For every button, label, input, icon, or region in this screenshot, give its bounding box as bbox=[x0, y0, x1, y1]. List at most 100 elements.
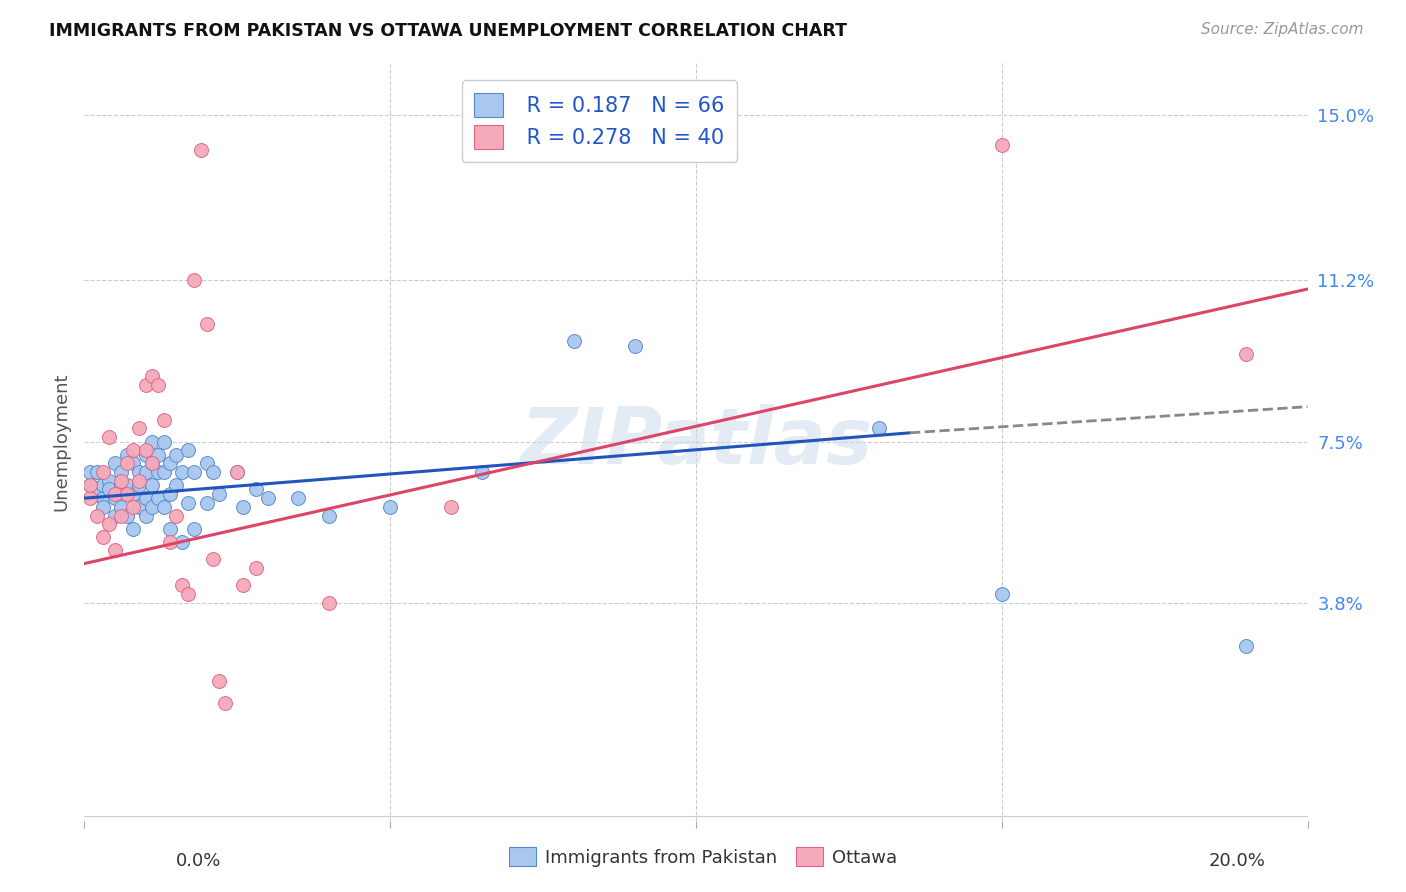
Point bbox=[128, 500, 150, 514]
Legend:  R = 0.187   N = 66,  R = 0.278   N = 40: R = 0.187 N = 66, R = 0.278 N = 40 bbox=[461, 80, 737, 161]
Point bbox=[177, 587, 200, 601]
Point bbox=[190, 143, 212, 157]
Point bbox=[232, 578, 254, 592]
Point bbox=[135, 491, 157, 506]
Point bbox=[183, 273, 205, 287]
Point bbox=[183, 522, 205, 536]
Point bbox=[122, 500, 145, 514]
Point bbox=[153, 465, 176, 479]
Point bbox=[153, 434, 176, 449]
Point bbox=[195, 317, 218, 331]
Point bbox=[135, 448, 157, 462]
Point bbox=[226, 465, 249, 479]
Point bbox=[172, 578, 194, 592]
Point bbox=[104, 508, 127, 523]
Point bbox=[141, 369, 163, 384]
Point bbox=[104, 543, 127, 558]
Point bbox=[79, 491, 101, 506]
Point bbox=[141, 456, 163, 470]
Point bbox=[440, 500, 463, 514]
Point bbox=[159, 522, 181, 536]
Point bbox=[79, 478, 101, 492]
Point bbox=[104, 491, 127, 506]
Point bbox=[201, 465, 224, 479]
Point bbox=[257, 491, 280, 506]
Point bbox=[159, 487, 181, 501]
Point bbox=[79, 478, 101, 492]
Point bbox=[245, 561, 267, 575]
Point bbox=[380, 500, 402, 514]
Point bbox=[1236, 347, 1258, 361]
Point bbox=[471, 465, 494, 479]
Point bbox=[208, 674, 231, 689]
Point bbox=[165, 478, 187, 492]
Legend: Immigrants from Pakistan, Ottawa: Immigrants from Pakistan, Ottawa bbox=[502, 840, 904, 874]
Point bbox=[135, 508, 157, 523]
Point bbox=[172, 534, 194, 549]
Point bbox=[115, 487, 138, 501]
Point bbox=[165, 508, 187, 523]
Point bbox=[86, 465, 108, 479]
Point bbox=[141, 500, 163, 514]
Text: Source: ZipAtlas.com: Source: ZipAtlas.com bbox=[1201, 22, 1364, 37]
Point bbox=[128, 465, 150, 479]
Text: 0.0%: 0.0% bbox=[176, 852, 221, 870]
Point bbox=[104, 456, 127, 470]
Point bbox=[165, 448, 187, 462]
Point bbox=[97, 430, 120, 444]
Point bbox=[91, 478, 114, 492]
Text: ZIPatlas: ZIPatlas bbox=[520, 403, 872, 480]
Point bbox=[159, 456, 181, 470]
Point bbox=[110, 478, 132, 492]
Point bbox=[135, 465, 157, 479]
Point bbox=[245, 483, 267, 497]
Point bbox=[146, 377, 169, 392]
Point bbox=[146, 465, 169, 479]
Point bbox=[86, 508, 108, 523]
Point bbox=[122, 443, 145, 458]
Point bbox=[115, 448, 138, 462]
Point bbox=[122, 456, 145, 470]
Point bbox=[110, 500, 132, 514]
Point bbox=[141, 478, 163, 492]
Point bbox=[159, 534, 181, 549]
Text: 20.0%: 20.0% bbox=[1209, 852, 1265, 870]
Point bbox=[128, 421, 150, 435]
Point bbox=[122, 522, 145, 536]
Point bbox=[195, 495, 218, 509]
Point bbox=[991, 587, 1014, 601]
Point bbox=[195, 456, 218, 470]
Point bbox=[318, 596, 340, 610]
Point bbox=[214, 696, 236, 710]
Point bbox=[110, 508, 132, 523]
Point bbox=[91, 500, 114, 514]
Point bbox=[110, 474, 132, 488]
Point bbox=[146, 448, 169, 462]
Point bbox=[97, 474, 120, 488]
Point bbox=[135, 443, 157, 458]
Point bbox=[128, 474, 150, 488]
Point bbox=[97, 483, 120, 497]
Point bbox=[183, 465, 205, 479]
Point bbox=[128, 478, 150, 492]
Point bbox=[115, 478, 138, 492]
Y-axis label: Unemployment: Unemployment bbox=[52, 372, 70, 511]
Point bbox=[177, 443, 200, 458]
Point bbox=[110, 465, 132, 479]
Point bbox=[97, 517, 120, 532]
Point bbox=[91, 465, 114, 479]
Point bbox=[91, 530, 114, 544]
Point bbox=[146, 491, 169, 506]
Point bbox=[318, 508, 340, 523]
Point bbox=[86, 487, 108, 501]
Point bbox=[177, 495, 200, 509]
Point bbox=[869, 421, 891, 435]
Point bbox=[115, 508, 138, 523]
Point bbox=[153, 500, 176, 514]
Point bbox=[104, 487, 127, 501]
Point bbox=[91, 491, 114, 506]
Point bbox=[201, 552, 224, 566]
Point bbox=[115, 456, 138, 470]
Text: IMMIGRANTS FROM PAKISTAN VS OTTAWA UNEMPLOYMENT CORRELATION CHART: IMMIGRANTS FROM PAKISTAN VS OTTAWA UNEMP… bbox=[49, 22, 848, 40]
Point bbox=[226, 465, 249, 479]
